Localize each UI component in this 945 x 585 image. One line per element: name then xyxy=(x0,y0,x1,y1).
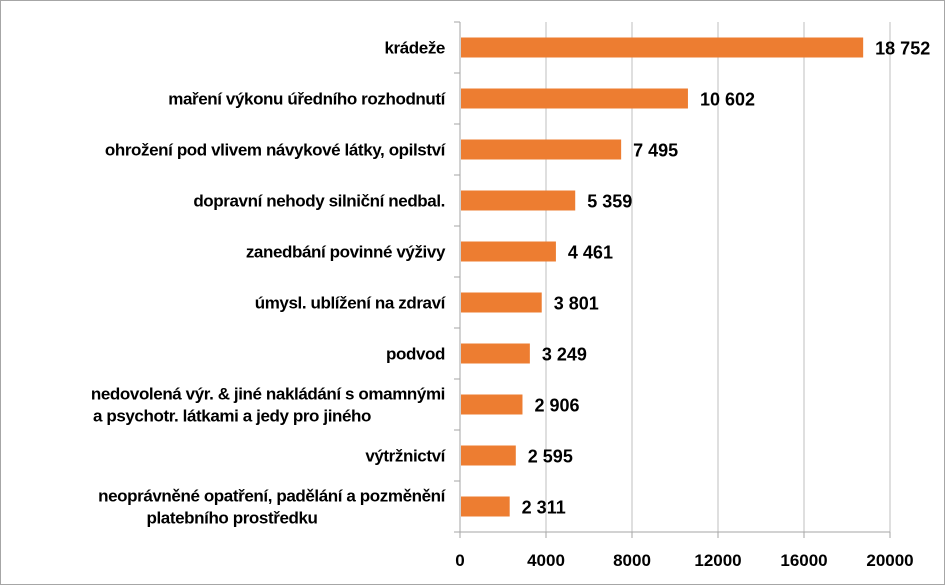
bar xyxy=(461,445,516,466)
data-label: 10 602 xyxy=(700,90,755,110)
bar xyxy=(461,37,864,58)
category-label: zanedbání povinné výživy xyxy=(246,243,446,262)
x-tick-label: 8000 xyxy=(613,551,651,570)
data-label: 2 311 xyxy=(522,498,566,518)
bar xyxy=(461,139,622,160)
category-label: maření výkonu úředního rozhodnutí xyxy=(168,90,446,109)
category-label: neoprávněné opatření, padělání a pozměně… xyxy=(98,487,447,506)
bar xyxy=(461,496,510,517)
category-label: platebního prostředku xyxy=(146,509,317,528)
bar xyxy=(461,292,542,313)
bar xyxy=(461,241,556,262)
data-label: 2 906 xyxy=(534,396,579,416)
data-label: 2 595 xyxy=(528,447,573,467)
x-tick-label: 4000 xyxy=(527,551,565,570)
category-label: výtržnictví xyxy=(365,447,446,466)
category-label: úmysl. ublížení na zdraví xyxy=(255,294,447,313)
x-tick-label: 20000 xyxy=(866,551,913,570)
category-label: dopravní nehody silniční nedbal. xyxy=(193,192,445,211)
category-label: a psychotr. látkami a jedy pro jiného xyxy=(93,407,371,426)
x-tick-label: 12000 xyxy=(694,551,741,570)
data-label: 18 752 xyxy=(875,39,930,59)
bar xyxy=(461,190,576,211)
data-label: 5 359 xyxy=(587,192,632,212)
category-label: ohrožení pod vlivem návykové látky, opil… xyxy=(105,141,447,160)
bar xyxy=(461,394,523,415)
category-label: nedovolená výr. & jiné nakládání s omamn… xyxy=(91,385,445,404)
data-label: 3 249 xyxy=(542,345,587,365)
x-tick-label: 16000 xyxy=(780,551,827,570)
data-label: 4 461 xyxy=(568,243,613,263)
category-label: podvod xyxy=(386,345,445,364)
bar xyxy=(461,343,530,364)
data-label: 7 495 xyxy=(633,141,678,161)
x-tick-label: 0 xyxy=(455,551,464,570)
data-label: 3 801 xyxy=(554,294,599,314)
bar xyxy=(461,88,688,109)
category-label: krádeže xyxy=(384,39,445,58)
